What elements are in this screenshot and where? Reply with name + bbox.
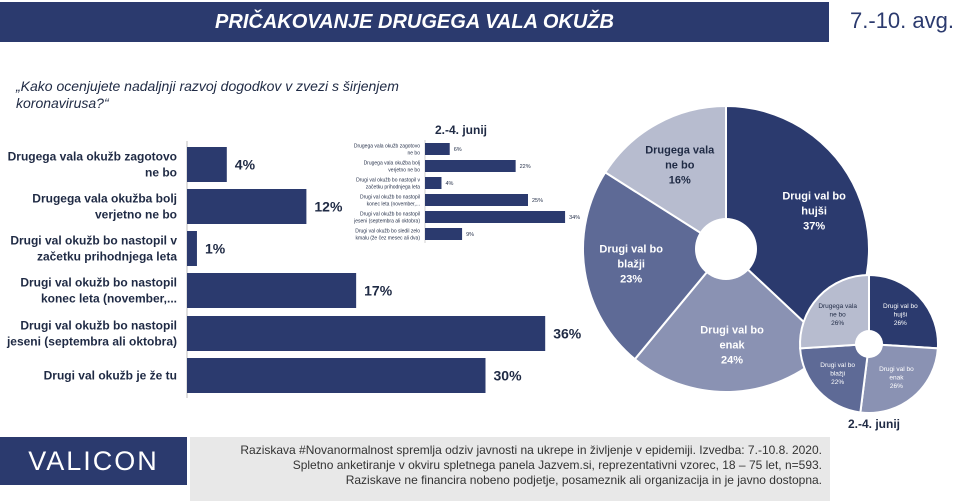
category-label: Drugi val okužb bo sledil zelo <box>355 229 420 235</box>
bar <box>187 358 486 393</box>
slice-label: 23% <box>620 274 642 286</box>
category-label: Drugi val okužb bo nastopil <box>20 276 177 290</box>
bar <box>187 189 307 224</box>
title-bar: PRIČAKOVANJE DRUGEGA VALA OKUŽB <box>0 2 829 42</box>
data-label: 17% <box>364 283 393 299</box>
bar <box>425 194 528 206</box>
slice-label: hujši <box>894 312 907 319</box>
footer: VALICON Raziskava #Novanormalnost spreml… <box>0 437 972 504</box>
bar <box>187 147 227 182</box>
slice-label: 26% <box>831 320 844 327</box>
category-label: ne bo <box>407 151 420 157</box>
category-label: začetku prihodnjega leta <box>37 250 177 264</box>
slice-label: Drugi val bo <box>700 324 764 336</box>
june-bar-chart: 2.-4. junij 6% Drugega vala okužb zagotovo… <box>353 123 580 243</box>
category-label: ne bo <box>145 166 177 180</box>
data-label: 22% <box>520 164 531 170</box>
footer-line: Spletno anketiranje v okviru spletnega p… <box>292 458 822 472</box>
slice-label: blažji <box>617 259 645 271</box>
slice-label: Drugega vala <box>645 145 715 157</box>
category-label: Drugi val okužb bo nastopil <box>360 212 420 218</box>
survey-date: 7.-10. avg. <box>850 8 954 33</box>
slice-label: 22% <box>831 379 844 386</box>
slice-label: Drugi val bo <box>883 303 918 310</box>
category-label: Drugega vala okužb zagotovo <box>354 144 420 150</box>
slice-label: hujši <box>801 206 827 218</box>
data-label: 1% <box>205 241 226 257</box>
page-title: PRIČAKOVANJE DRUGEGA VALA OKUŽB <box>215 11 614 33</box>
slice-label: Drugi val bo <box>879 366 914 373</box>
slice-label: Drugi val bo <box>782 191 846 203</box>
pie-slice <box>582 170 728 361</box>
pie-slice <box>799 342 871 414</box>
category-label: verjetno ne bo <box>95 208 177 222</box>
data-label: 4% <box>445 181 453 187</box>
logo-text: VALICON <box>28 446 159 476</box>
category-label: Drugi val okužb je že tu <box>44 369 177 383</box>
slice-label: 16% <box>669 175 691 187</box>
bar <box>425 177 442 189</box>
slice-label: blažji <box>830 371 845 378</box>
category-label: Drugega vala okužba bolj <box>32 192 177 206</box>
slice-label: 24% <box>721 354 743 366</box>
footer-line: Raziskave ne financira nobeno podjetje, … <box>345 473 822 487</box>
data-label: 36% <box>553 326 582 342</box>
data-label: 6% <box>454 147 462 153</box>
slice-label: ne bo <box>830 312 847 319</box>
slice-label: 26% <box>894 320 907 327</box>
footer-line: Raziskava #Novanormalnost spremlja odziv… <box>240 443 822 457</box>
footer-note: Raziskava #Novanormalnost spremlja odziv… <box>190 437 830 501</box>
chart-title: 2.-4. junij <box>435 123 487 137</box>
category-label: konec leta (november,... <box>41 292 177 306</box>
data-label: 12% <box>314 199 343 215</box>
data-label: 30% <box>494 368 523 384</box>
category-label: kmalu (že čez mesec ali dva) <box>356 236 421 242</box>
slice-label: Drugi val bo <box>599 244 663 256</box>
data-label: 4% <box>235 157 256 173</box>
bar <box>425 228 463 240</box>
slice-label: enak <box>719 339 745 351</box>
category-label: verjetno ne bo <box>388 168 420 174</box>
logo: VALICON <box>0 437 187 485</box>
slice-label: enak <box>889 374 904 381</box>
main-pie-chart: Drugi val bo hujši 37% Drugi val bo enak 24% D… <box>582 104 870 393</box>
pie-slice <box>868 273 939 350</box>
category-label: Drugi val okužb bo nastopil <box>360 195 420 201</box>
data-label: 25% <box>532 198 543 204</box>
category-label: jeseni (septembra ali oktobra) <box>353 219 420 225</box>
pie-slice <box>859 342 939 414</box>
category-label: Drugi val okužb bo nastopil v <box>10 234 177 248</box>
survey-question: „Kako ocenjujete nadaljnji razvoj dogodk… <box>16 78 399 111</box>
data-label: 34% <box>569 215 580 221</box>
pie-slice <box>799 273 870 350</box>
category-label: Drugega vala okužba bolj <box>364 161 420 167</box>
data-label: 9% <box>466 232 474 238</box>
chart-title: 2.-4. junij <box>848 417 900 431</box>
slice-label: 37% <box>803 221 825 233</box>
slice-label: Drugi val bo <box>820 362 855 369</box>
bar <box>425 160 516 172</box>
slice-label: ne bo <box>665 160 695 172</box>
pie-hole <box>855 330 883 358</box>
bar <box>187 273 357 308</box>
bar <box>425 143 450 155</box>
pie-slice <box>603 104 727 251</box>
category-label: konec leta (november,... <box>367 202 420 208</box>
category-label: Drugi val okužb bo nastopil <box>20 319 177 333</box>
slice-label: 26% <box>890 383 903 390</box>
slice-label: Drugega vala <box>818 303 857 310</box>
bar <box>187 231 197 266</box>
category-label: Drugega vala okužb zagotovo <box>8 150 177 164</box>
category-label: Drugi val okužb bo nastopil v <box>356 178 420 184</box>
category-label: jeseni (septembra ali oktobra) <box>6 335 177 349</box>
pie-hole <box>695 218 757 280</box>
bar <box>187 316 546 351</box>
category-label: začetku prihodnjega leta <box>366 185 420 191</box>
bar <box>425 211 566 223</box>
